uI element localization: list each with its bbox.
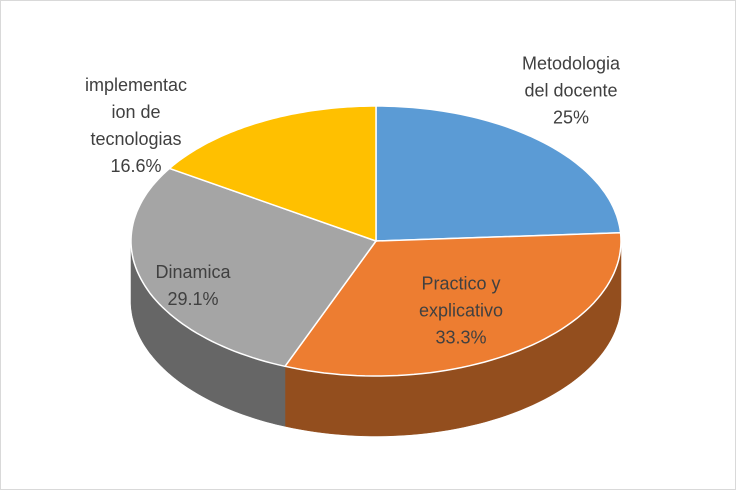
value-label: 33.3% — [435, 327, 487, 348]
category-label: Dinamica — [155, 262, 231, 282]
slice — [283, 232, 622, 377]
slice — [168, 105, 377, 243]
data-label: Practico y explicativo 33.3% — [391, 271, 531, 352]
data-label: Metodologia del docente 25% — [521, 51, 621, 132]
data-label: implementacion de tecnologias 16.6% — [84, 72, 189, 180]
value-label: 29.1% — [167, 289, 219, 309]
category-label: Practico y explicativo — [418, 273, 504, 321]
category-label: Metodologia del docente — [521, 53, 621, 101]
value-label: 16.6% — [110, 156, 162, 176]
slice — [375, 105, 622, 242]
data-label: Dinamica 29.1% — [133, 259, 253, 313]
value-label: 25% — [552, 107, 590, 128]
category-label: implementacion de tecnologias — [84, 75, 188, 149]
slice — [130, 167, 378, 368]
